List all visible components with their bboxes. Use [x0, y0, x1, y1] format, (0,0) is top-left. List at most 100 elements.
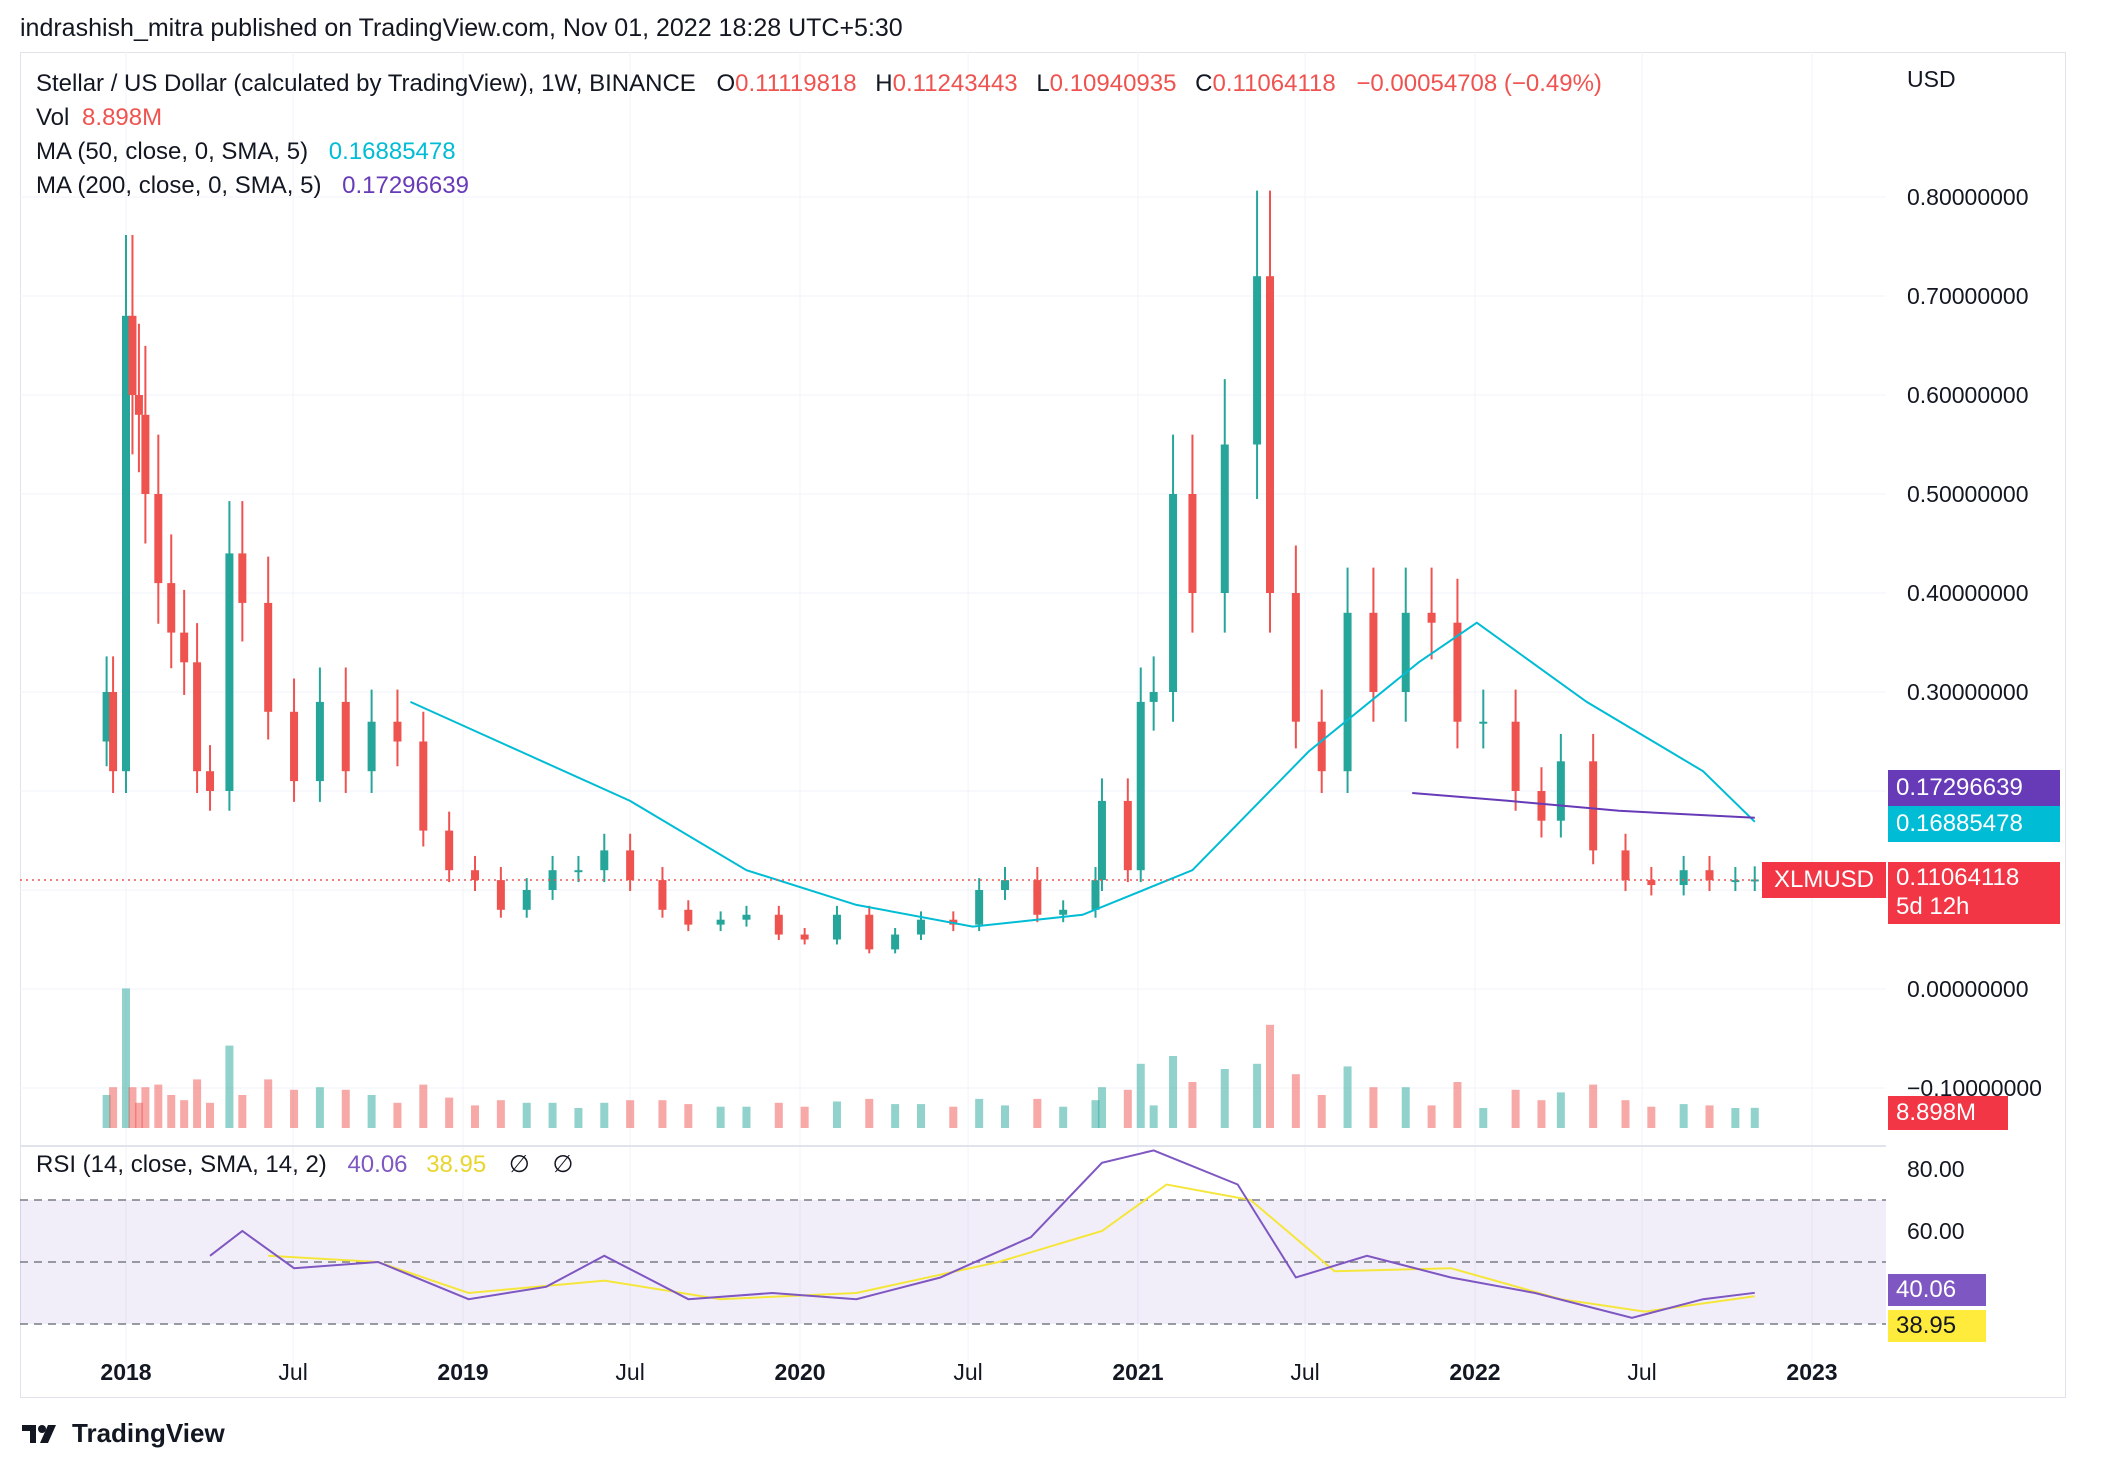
- candle-body: [102, 692, 111, 742]
- candle-body: [1731, 880, 1740, 883]
- candle-body: [1033, 880, 1042, 915]
- volume-bar: [1059, 1106, 1068, 1128]
- candle-body: [264, 602, 273, 712]
- legend-ma50-value: 0.16885478: [328, 138, 456, 165]
- legend-o-label: O: [716, 70, 736, 97]
- volume-bar: [975, 1098, 984, 1128]
- price-tick-label: 0.80000000: [1907, 184, 2029, 210]
- volume-bar: [102, 1095, 111, 1128]
- volume-bar: [1123, 1089, 1132, 1128]
- volume-bar: [742, 1106, 751, 1128]
- volume-bar: [626, 1100, 635, 1128]
- candle-body: [206, 771, 215, 791]
- candle-body: [742, 914, 751, 920]
- volume-bar: [1188, 1082, 1197, 1128]
- volume-bar: [1149, 1105, 1158, 1128]
- ma50-badge: 0.16885478: [1888, 806, 2060, 842]
- candle-body: [684, 909, 693, 925]
- candle-body: [800, 934, 809, 940]
- legend-change: −0.00054708 (−0.49%): [1356, 70, 1602, 97]
- candle-body: [225, 553, 234, 791]
- legend-rsi-extra1: ∅: [508, 1151, 530, 1178]
- candles: [102, 190, 1759, 954]
- candle-body: [522, 890, 531, 910]
- candle-body: [774, 914, 783, 935]
- candle-body: [1511, 721, 1520, 791]
- volume-bar: [206, 1102, 215, 1128]
- legend-h-value: 0.11243443: [892, 70, 1018, 97]
- volume-bar: [1097, 1087, 1106, 1128]
- volume-bar: [167, 1095, 176, 1128]
- candle-body: [122, 315, 130, 772]
- volume-bar: [832, 1101, 841, 1128]
- volume-bar: [367, 1095, 376, 1128]
- candle-body: [832, 914, 841, 940]
- volume-bar: [1427, 1105, 1436, 1128]
- time-tick-label: Jul: [278, 1359, 307, 1385]
- volume-bar: [574, 1108, 583, 1128]
- candle-body: [1266, 276, 1275, 593]
- candle-body: [315, 701, 324, 782]
- volume-bar: [774, 1102, 783, 1128]
- ma200-line: [1412, 792, 1755, 819]
- legend-ma50-label: MA (50, close, 0, SMA, 5): [36, 138, 309, 165]
- legend-ma200-value: 0.17296639: [342, 172, 469, 199]
- volume-bar: [1731, 1108, 1740, 1128]
- volume-bar: [522, 1102, 531, 1128]
- candle-body: [1453, 622, 1462, 722]
- volume-bar: [225, 1045, 234, 1128]
- candle-body: [626, 850, 635, 881]
- time-tick-label: Jul: [615, 1359, 644, 1385]
- candle-body: [367, 721, 376, 772]
- legend-ma50: MA (50, close, 0, SMA, 5) 0.16885478: [36, 138, 462, 166]
- volume-bar: [193, 1079, 202, 1128]
- time-tick-label: Jul: [1290, 1359, 1319, 1385]
- volume-bar: [341, 1089, 350, 1128]
- candle-body: [180, 632, 189, 663]
- volume-bar: [1169, 1056, 1178, 1128]
- candle-body: [496, 880, 505, 910]
- candle-body: [1589, 761, 1598, 851]
- volume-bar: [1589, 1084, 1598, 1128]
- volume-bar: [1679, 1104, 1688, 1128]
- price-axis-ticks: 0.80000000 0.70000000 0.60000000 0.50000000…: [1907, 184, 2042, 1101]
- candle-body: [1369, 612, 1378, 692]
- candle-body: [1188, 494, 1197, 593]
- candle-body: [975, 890, 984, 925]
- time-tick-label: Jul: [1627, 1359, 1656, 1385]
- volume-bar: [1369, 1087, 1378, 1128]
- volume-bar: [154, 1084, 163, 1128]
- volume-bar: [315, 1087, 324, 1128]
- footer-brand[interactable]: TradingView: [22, 1418, 225, 1449]
- volume-bar: [393, 1102, 402, 1128]
- legend-rsi-value: 40.06: [347, 1151, 408, 1178]
- volume-bar: [865, 1098, 874, 1128]
- volume-bar: [1556, 1092, 1565, 1128]
- time-tick-label: 2020: [774, 1359, 825, 1385]
- volume-bar: [1001, 1105, 1010, 1128]
- candle-body: [1091, 880, 1100, 910]
- volume-bar: [1033, 1098, 1042, 1128]
- volume-bar: [1750, 1107, 1759, 1128]
- tradingview-logo-icon: [22, 1424, 56, 1443]
- rsi-line: [209, 1149, 1755, 1319]
- volume-bar: [1537, 1100, 1546, 1128]
- candle-body: [1149, 692, 1158, 702]
- volume-bar: [419, 1084, 428, 1128]
- candle-body: [600, 850, 609, 871]
- candle-body: [167, 583, 176, 633]
- legend-vol-label: Vol: [36, 104, 70, 131]
- candle-body: [1621, 850, 1630, 881]
- volume-bar: [658, 1100, 667, 1128]
- time-tick-label: 2022: [1449, 1359, 1500, 1385]
- candle-body: [1556, 761, 1565, 821]
- volume-bar: [1621, 1100, 1630, 1128]
- volume-bar: [1291, 1074, 1300, 1128]
- candle-body: [128, 315, 137, 395]
- volume-bar: [1136, 1063, 1145, 1128]
- price-tick-label: 0.50000000: [1907, 481, 2029, 507]
- volume-bar: [949, 1106, 958, 1128]
- volume-bar: [916, 1104, 925, 1128]
- candle-body: [716, 919, 725, 925]
